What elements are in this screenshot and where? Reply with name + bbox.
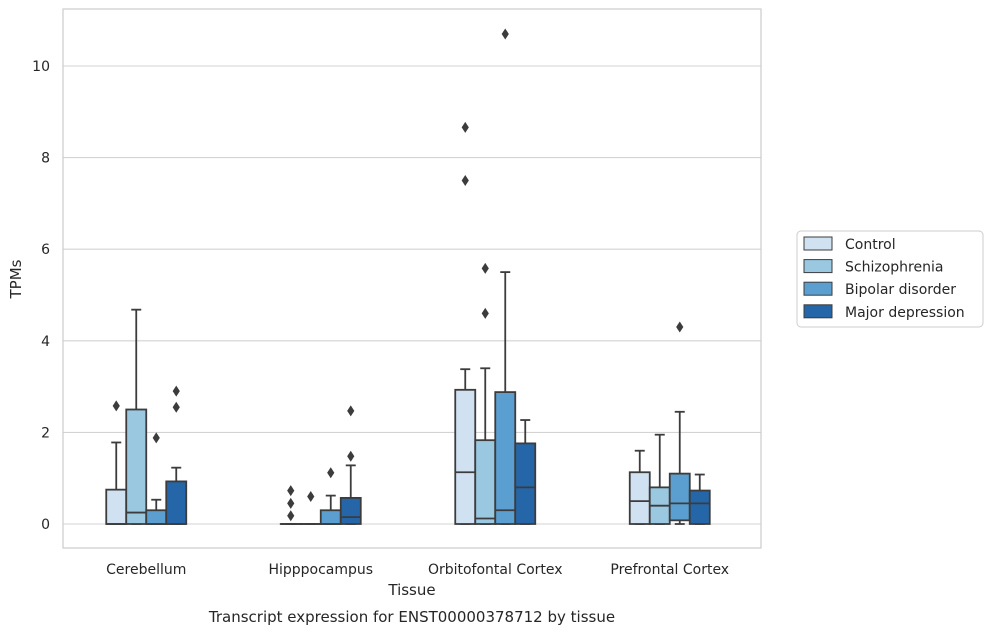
box-major-depression xyxy=(688,473,711,525)
legend-label: Control xyxy=(845,237,896,253)
y-tick-label: 2 xyxy=(41,425,50,441)
box-body xyxy=(105,488,128,525)
y-tick-label: 10 xyxy=(32,59,50,75)
box-body xyxy=(319,509,342,525)
legend-label: Bipolar disorder xyxy=(845,282,956,298)
box-schizophrenia xyxy=(299,491,322,525)
x-axis-title: Tissue xyxy=(387,581,435,599)
box-bipolar-disorder xyxy=(494,28,517,525)
legend-item: Control xyxy=(803,236,896,253)
box-schizophrenia xyxy=(125,308,148,525)
outlier-point xyxy=(461,175,469,186)
box-body xyxy=(454,388,477,525)
legend-label: Major depression xyxy=(845,305,965,321)
legend-swatch xyxy=(803,236,833,251)
box-control xyxy=(628,449,651,525)
box-body xyxy=(628,471,651,525)
outlier-point xyxy=(481,262,489,274)
box-bipolar-disorder xyxy=(319,467,342,525)
outlier-point xyxy=(307,491,315,503)
outlier-point xyxy=(112,400,120,412)
chart-caption: Transcript expression for ENST0000037871… xyxy=(208,608,615,626)
box-major-depression xyxy=(339,405,362,525)
box-body xyxy=(688,489,711,525)
gridlines xyxy=(63,65,761,525)
outlier-point xyxy=(287,485,295,497)
box-body xyxy=(474,439,497,525)
box-body xyxy=(125,408,148,525)
box-body xyxy=(494,391,517,525)
x-tick-label: Orbitofontal Cortex xyxy=(428,562,563,578)
x-tick-label: Prefrontal Cortex xyxy=(610,562,729,578)
box-bipolar-disorder xyxy=(668,321,691,525)
outlier-point xyxy=(172,385,180,397)
outlier-point xyxy=(501,28,509,40)
legend-item: Bipolar disorder xyxy=(803,281,956,298)
box-control xyxy=(279,485,302,525)
y-tick-label: 6 xyxy=(41,242,50,258)
legend-item: Schizophrenia xyxy=(803,259,943,276)
outlier-point xyxy=(461,121,469,133)
legend-swatch xyxy=(803,281,833,296)
outlier-point xyxy=(172,401,180,413)
box-body xyxy=(668,472,691,522)
legend-swatch xyxy=(803,259,833,274)
outlier-point xyxy=(287,510,295,522)
box-control xyxy=(105,400,128,525)
y-tick-labels: 0 2 4 6 8 10 xyxy=(32,59,50,533)
outlier-point xyxy=(347,405,355,417)
x-tick-label: Cerebellum xyxy=(106,562,186,578)
outlier-point xyxy=(152,432,160,444)
outlier-point xyxy=(347,450,355,462)
legend-frame xyxy=(796,230,984,328)
plot-frame xyxy=(62,8,762,549)
outlier-point xyxy=(287,497,295,509)
outlier-point xyxy=(676,321,684,333)
box-body xyxy=(145,509,168,525)
box-schizophrenia xyxy=(648,433,671,525)
legend-swatch xyxy=(803,304,833,319)
box-body xyxy=(165,480,188,525)
box-body xyxy=(339,496,362,525)
y-axis-title: TPMs xyxy=(7,259,25,299)
box-schizophrenia xyxy=(474,262,497,525)
outlier-point xyxy=(481,307,489,319)
box-layer xyxy=(105,28,711,525)
legend: Control Schizophrenia Bipolar disorder Majo… xyxy=(796,230,984,328)
box-major-depression xyxy=(165,385,188,525)
box-control xyxy=(454,121,477,525)
legend-label: Schizophrenia xyxy=(845,260,943,276)
y-tick-label: 0 xyxy=(41,517,50,533)
box-bipolar-disorder xyxy=(145,432,168,525)
box-major-depression xyxy=(514,419,537,525)
outlier-point xyxy=(327,467,335,479)
x-tick-labels: Cerebellum Hipppocampus Orbitofontal Corte… xyxy=(106,562,729,578)
y-tick-label: 4 xyxy=(41,334,50,350)
x-tick-label: Hipppocampus xyxy=(268,562,373,578)
box-body xyxy=(514,442,537,525)
y-tick-label: 8 xyxy=(41,151,50,167)
legend-item: Major depression xyxy=(803,304,965,321)
